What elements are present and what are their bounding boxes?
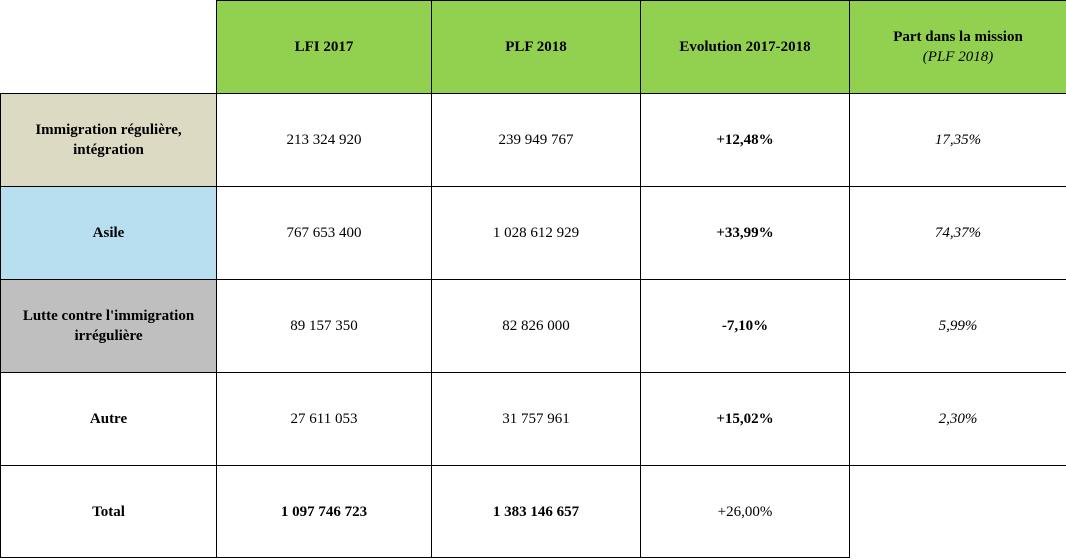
cell-evolution: +15,02%: [640, 372, 850, 466]
cell-evolution: +33,99%: [640, 186, 850, 280]
row-label: Immigration régulière, intégration: [0, 93, 217, 187]
cell-part-mission: 74,37%: [849, 186, 1066, 280]
total-label: Total: [0, 465, 217, 558]
header-lfi-2017: LFI 2017: [216, 0, 432, 94]
cell-part-mission: 5,99%: [849, 279, 1066, 373]
cell-lfi-2017: 27 611 053: [216, 372, 432, 466]
cell-evolution: +12,48%: [640, 93, 850, 187]
total-evolution: +26,00%: [640, 465, 850, 558]
cell-part-mission: 2,30%: [849, 372, 1066, 466]
header-part-mission: Part dans la mission (PLF 2018): [849, 0, 1066, 94]
cell-lfi-2017: 213 324 920: [216, 93, 432, 187]
total-empty-cell: [849, 465, 1066, 558]
header-row: LFI 2017 PLF 2018 Evolution 2017-2018 Pa…: [0, 0, 1066, 94]
header-part-mission-sublabel: (PLF 2018): [922, 49, 994, 65]
table-row: Asile 767 653 400 1 028 612 929 +33,99% …: [0, 186, 1066, 280]
cell-plf-2018: 31 757 961: [431, 372, 641, 466]
table-row: Autre 27 611 053 31 757 961 +15,02% 2,30…: [0, 372, 1066, 466]
total-lfi-2017: 1 097 746 723: [216, 465, 432, 558]
row-label: Lutte contre l'immigration irrégulière: [0, 279, 217, 373]
row-label: Autre: [0, 372, 217, 466]
cell-plf-2018: 1 028 612 929: [431, 186, 641, 280]
total-plf-2018: 1 383 146 657: [431, 465, 641, 558]
cell-lfi-2017: 89 157 350: [216, 279, 432, 373]
table-row: Lutte contre l'immigration irrégulière 8…: [0, 279, 1066, 373]
header-part-mission-label: Part dans la mission: [893, 29, 1023, 45]
corner-cell: [0, 0, 217, 94]
header-evolution: Evolution 2017-2018: [640, 0, 850, 94]
row-label: Asile: [0, 186, 217, 280]
cell-part-mission: 17,35%: [849, 93, 1066, 187]
cell-lfi-2017: 767 653 400: [216, 186, 432, 280]
header-plf-2018: PLF 2018: [431, 0, 641, 94]
cell-plf-2018: 239 949 767: [431, 93, 641, 187]
cell-plf-2018: 82 826 000: [431, 279, 641, 373]
table-row: Immigration régulière, intégration 213 3…: [0, 93, 1066, 187]
cell-evolution: -7,10%: [640, 279, 850, 373]
total-row: Total 1 097 746 723 1 383 146 657 +26,00…: [0, 465, 1066, 558]
